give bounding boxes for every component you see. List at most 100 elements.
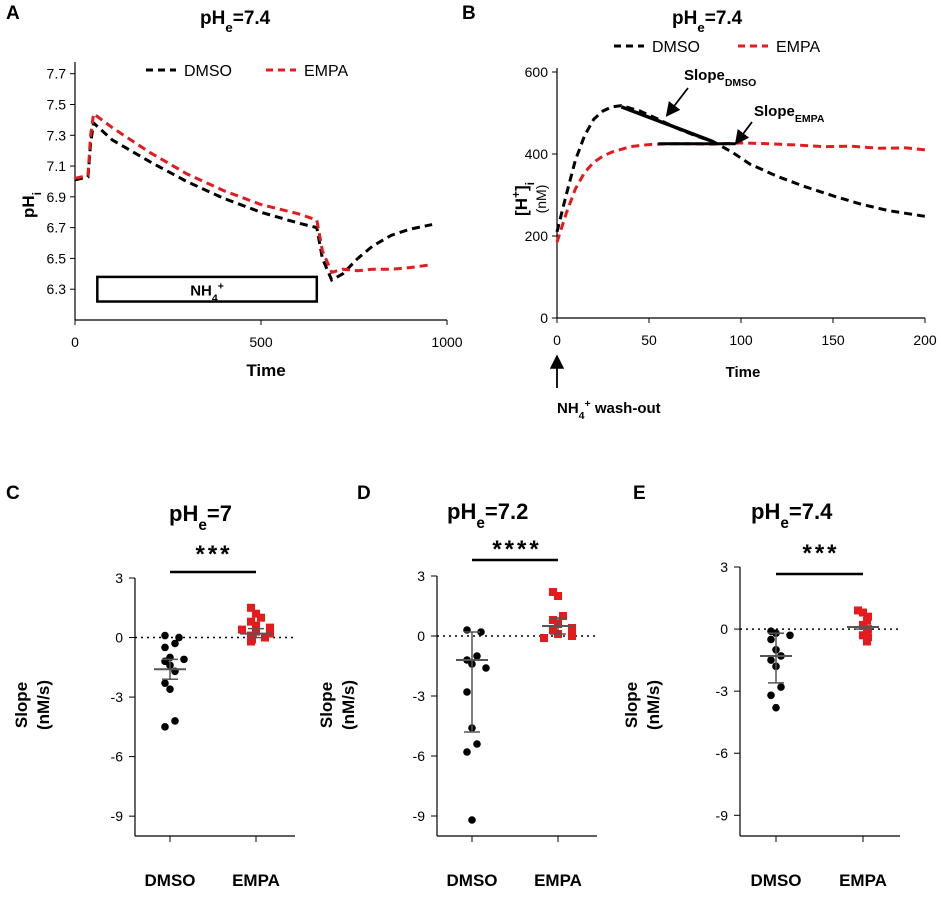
panel-c-title-part: e — [198, 517, 207, 534]
panel-letter-e: E — [633, 483, 646, 504]
slope-dmso-arrow — [665, 87, 689, 117]
washout-label: NH4+ wash-out — [557, 398, 661, 422]
data-point-empa — [864, 633, 872, 642]
x-axis-label: Time — [726, 364, 761, 381]
slope-empa-label: SlopeEMPA — [754, 103, 825, 125]
y-tick-label: -6 — [716, 745, 729, 761]
data-point-dmso — [468, 816, 476, 824]
y-axis-label-part: pH — [19, 195, 38, 218]
data-point-dmso — [477, 628, 485, 636]
x-tick-label: 100 — [729, 332, 753, 348]
data-point-dmso — [166, 685, 174, 693]
y-axis-unit: (nM/s) — [339, 680, 358, 730]
data-point-dmso — [473, 652, 481, 660]
series-line-dmso — [74, 119, 433, 283]
data-point-empa — [859, 620, 867, 629]
y-axis-label: Slope — [12, 682, 31, 728]
x-tick-label: 150 — [821, 332, 845, 348]
data-point-empa — [863, 637, 871, 646]
data-point-dmso — [767, 656, 775, 664]
data-point-empa — [559, 612, 567, 620]
data-point-dmso — [482, 664, 490, 672]
panel-a-title-part: =7.4 — [233, 8, 271, 29]
panel-a-title-part: pH — [200, 8, 225, 29]
data-point-empa — [247, 603, 255, 612]
y-tick-label: 3 — [115, 570, 123, 586]
x-tick-label: 0 — [553, 332, 561, 348]
y-axis-unit: (nM) — [533, 185, 549, 214]
y-tick-label: -9 — [111, 808, 124, 824]
y-tick-label: 7.1 — [47, 158, 67, 174]
x-category-label-dmso: DMSO — [145, 871, 196, 890]
slope-dmso-label-part: Slope — [684, 67, 725, 84]
y-tick-label: 7.3 — [47, 127, 67, 143]
y-tick-label: 0 — [115, 630, 123, 646]
data-point-empa — [554, 592, 562, 600]
data-point-dmso — [171, 639, 179, 648]
data-point-dmso — [161, 723, 169, 731]
data-point-empa — [238, 625, 246, 634]
x-category-label-dmso: DMSO — [447, 871, 498, 890]
panel-e-title-part: e — [780, 515, 789, 532]
data-point-empa — [568, 632, 576, 640]
slope-empa-arrow — [734, 121, 753, 145]
significance-label: **** — [492, 536, 541, 563]
data-point-empa — [863, 627, 871, 636]
y-axis-label: Slope — [622, 682, 641, 728]
legend-label-dmso: DMSO — [184, 63, 232, 80]
y-tick-label: -6 — [111, 749, 124, 765]
panel-d-title-part: =7.2 — [485, 499, 528, 524]
y-tick-label: 3 — [720, 559, 728, 575]
y-tick-label: 400 — [525, 146, 549, 162]
y-tick-label: 600 — [525, 64, 549, 80]
y-tick-label: 200 — [525, 228, 549, 244]
nh4-box-label-part: 4 — [212, 293, 218, 305]
y-axis-label-part: i — [30, 192, 44, 195]
panel-c-title: pHe=7 — [169, 501, 232, 534]
data-point-empa — [247, 637, 255, 646]
data-point-empa — [549, 626, 557, 634]
data-point-dmso — [772, 703, 780, 712]
significance-label: *** — [802, 540, 839, 567]
panel-e-title-part: pH — [751, 499, 780, 524]
series-line-dmso — [555, 104, 926, 233]
legend-label-empa: EMPA — [776, 39, 820, 56]
data-point-empa — [540, 634, 548, 642]
panel-c-title-part: pH — [169, 501, 198, 526]
data-point-empa — [549, 588, 557, 596]
panel-e-title-part: =7.4 — [789, 499, 833, 524]
y-axis-label: [H+]i — [509, 182, 537, 216]
slope-dmso-label-part: DMSO — [725, 77, 757, 89]
y-tick-label: -3 — [716, 683, 729, 699]
data-point-dmso — [786, 631, 794, 640]
data-point-empa — [261, 633, 269, 642]
y-tick-label: 6.5 — [47, 250, 67, 266]
data-point-dmso — [767, 635, 775, 644]
data-point-dmso — [463, 748, 471, 756]
data-point-dmso — [171, 717, 179, 725]
data-point-empa — [859, 608, 867, 617]
y-axis-label-part: ] — [512, 185, 531, 191]
panel-d-title-part: pH — [447, 499, 476, 524]
panel-d-title: pHe=7.2 — [447, 499, 528, 532]
panel-b-title-part: e — [697, 20, 704, 35]
legend-label-empa: EMPA — [304, 63, 348, 80]
data-point-empa — [247, 617, 255, 626]
x-tick-label: 200 — [913, 332, 937, 348]
x-axis-label: Time — [246, 361, 285, 380]
data-point-dmso — [473, 740, 481, 748]
y-tick-label: 0 — [417, 628, 425, 644]
nh4-box-label-part: + — [218, 281, 224, 293]
y-tick-label: 6.3 — [47, 281, 67, 297]
nh4-box-label: NH4+ — [190, 281, 224, 305]
legend-label-dmso: DMSO — [652, 39, 700, 56]
legend-b: DMSO EMPA — [614, 39, 820, 56]
x-category-label-dmso: DMSO — [751, 871, 802, 890]
data-point-empa — [252, 609, 260, 618]
y-tick-label: -9 — [716, 807, 729, 823]
panel-letter-c: C — [6, 483, 20, 504]
y-tick-label: 7.7 — [47, 66, 67, 82]
